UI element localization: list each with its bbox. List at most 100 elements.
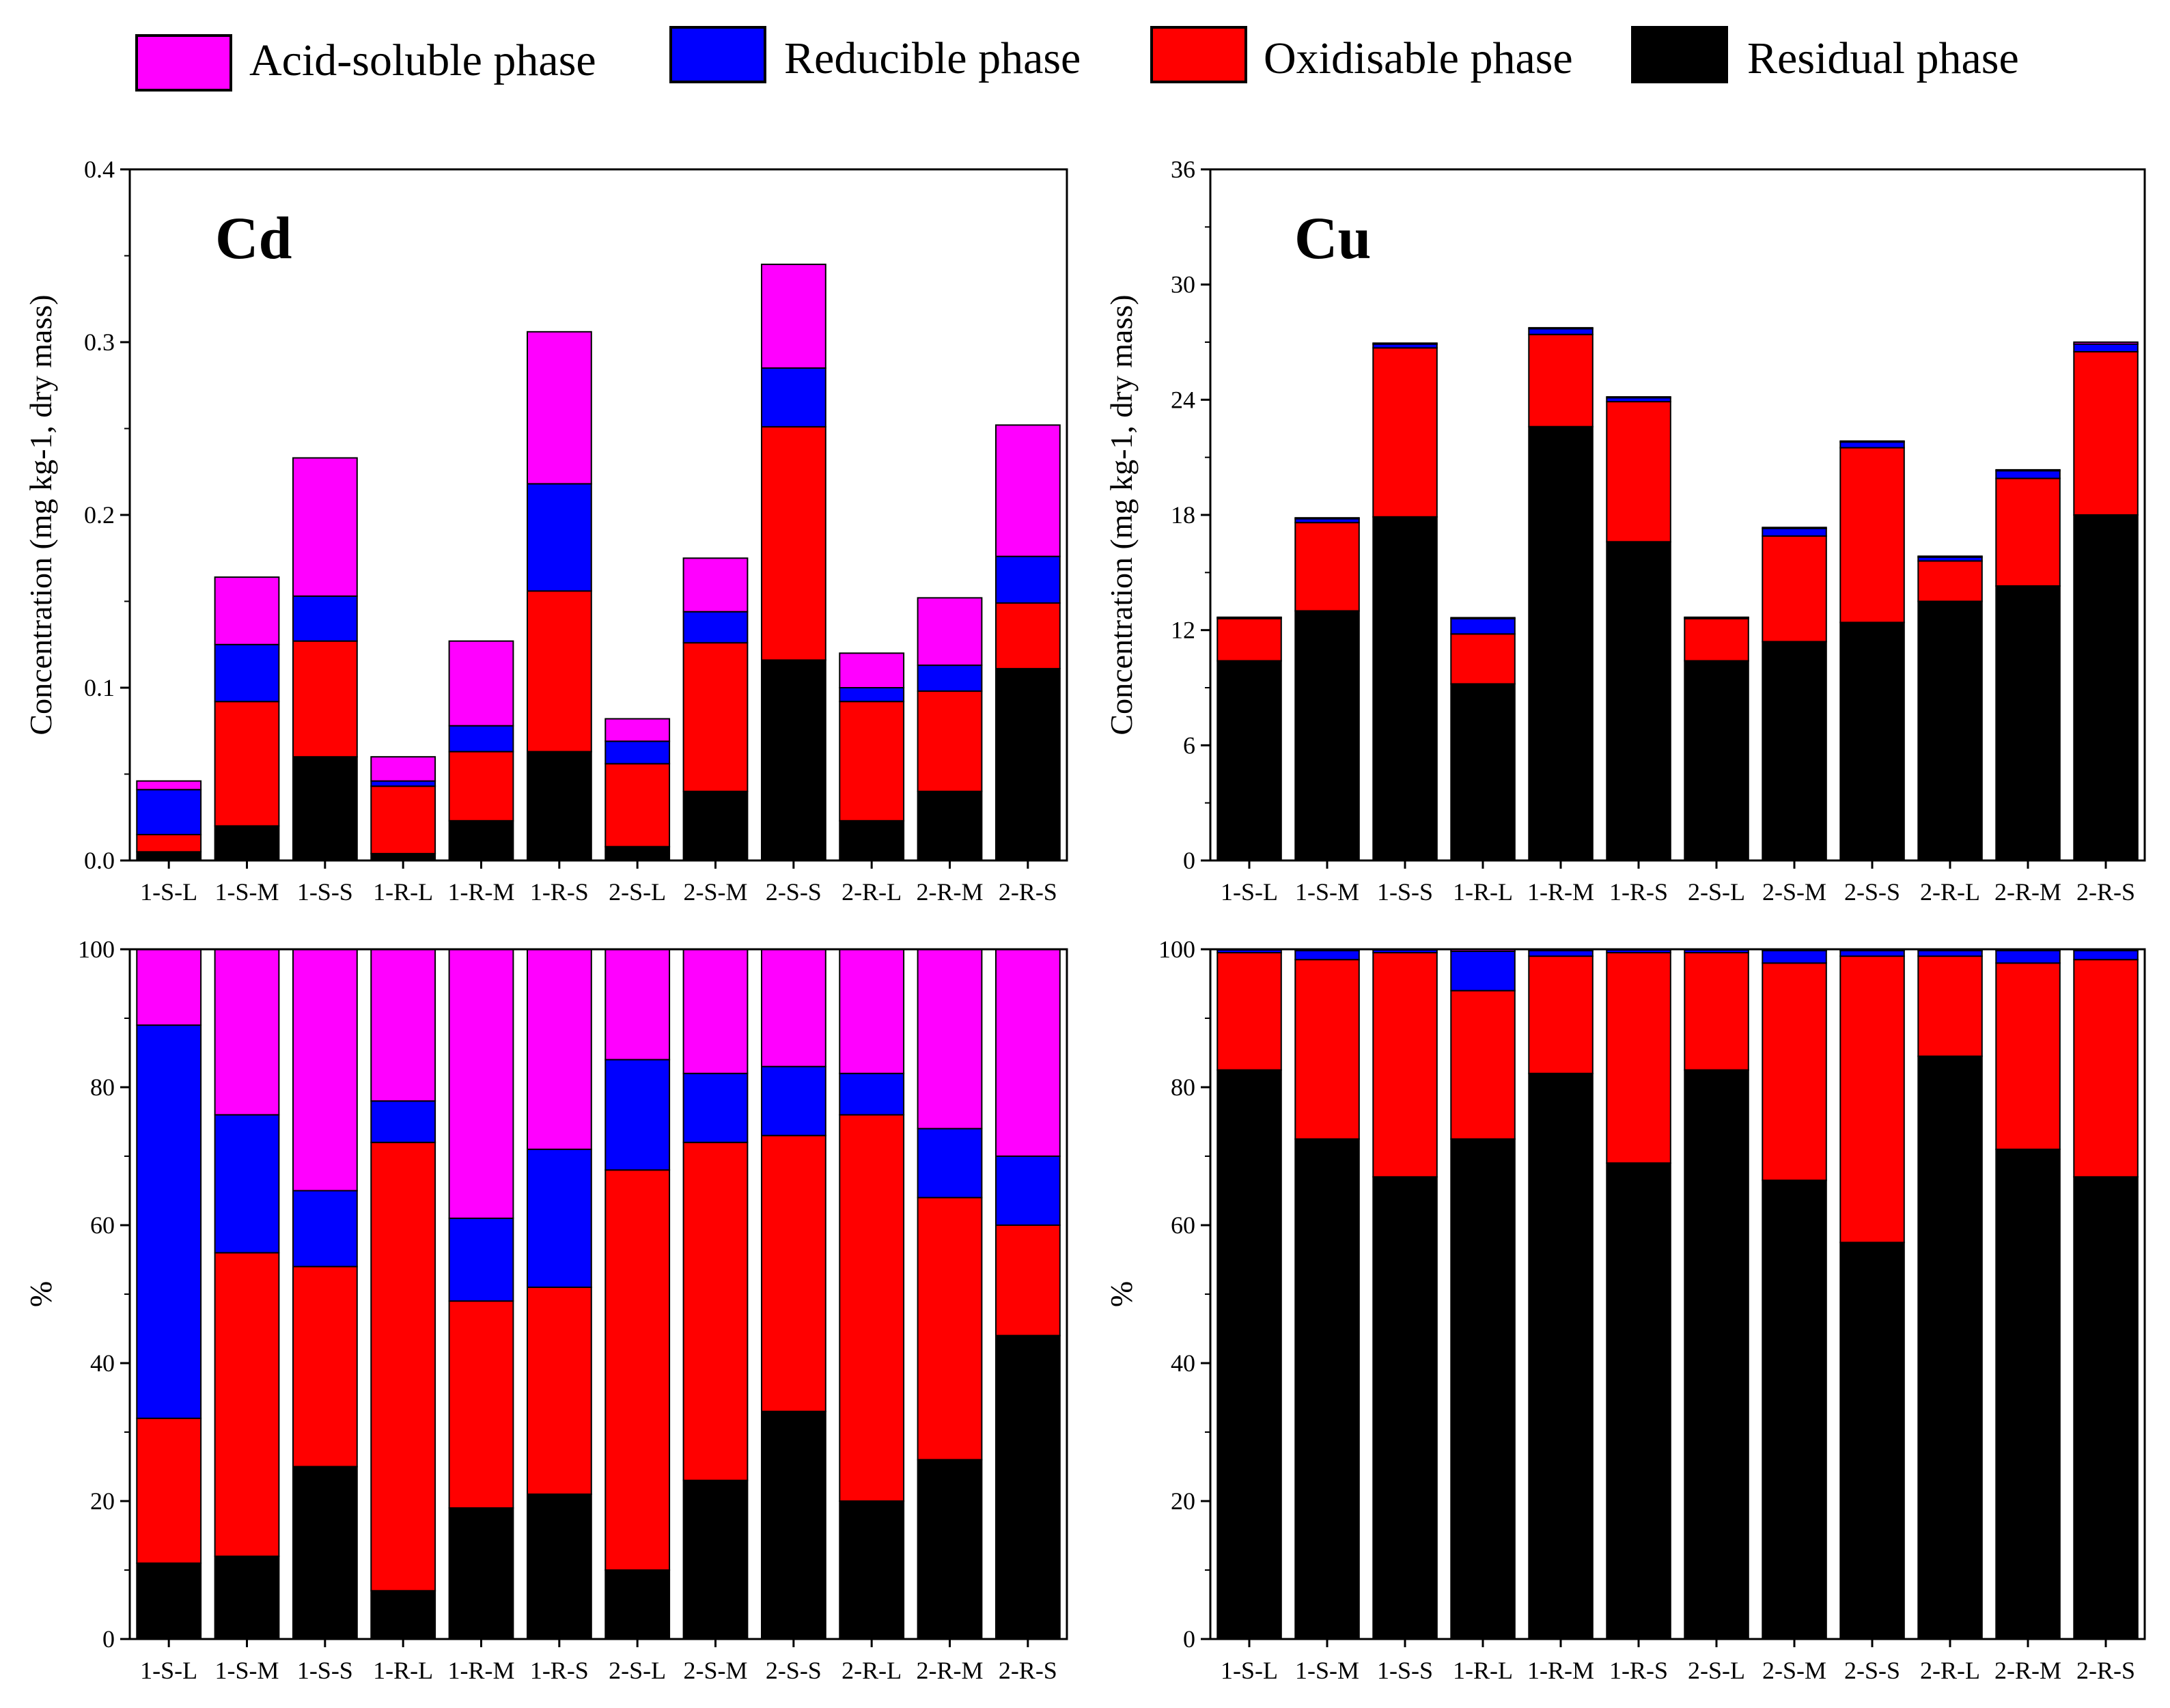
x-tick-label: 2-R-M	[917, 878, 984, 906]
bar-segment	[214, 643, 280, 703]
x-tick-label: 2-S-L	[1688, 878, 1745, 906]
x-tick-label: 2-R-L	[841, 878, 902, 906]
bar-segment	[1450, 683, 1516, 862]
x-tick-label: 1-R-S	[1609, 878, 1668, 906]
bar-segment	[136, 851, 202, 862]
y-tick-label: 0	[1183, 1625, 1195, 1653]
x-tick-label: 1-S-M	[1295, 1657, 1359, 1684]
bar-segment	[1839, 447, 1905, 624]
x-tick-label: 1-R-M	[1527, 1657, 1594, 1684]
bar-segment	[1995, 585, 2061, 861]
bar-segment	[292, 1466, 358, 1640]
y-axis-label: Concentration (mg kg-1, dry mass)	[1104, 294, 1139, 735]
bar-segment	[1839, 440, 1905, 443]
bar-segment	[995, 424, 1061, 557]
bar-segment	[448, 1217, 514, 1302]
bar-segment	[292, 1190, 358, 1268]
bar-segment	[292, 595, 358, 642]
legend-item-oxidisable: Oxidisable phase	[1150, 26, 1573, 83]
cd-concentration-chart: Cd 0.0 0.1 0.2 0.3 0.4 1-S-L 1-S-M 1-S-S 1-R-L 1-…	[23, 156, 1068, 906]
bar-segment	[761, 426, 826, 661]
bar-segment	[1528, 328, 1594, 335]
y-tick-label: 80	[90, 1074, 115, 1101]
bar-segment	[604, 740, 671, 765]
x-tick-label: 2-R-S	[2076, 878, 2135, 906]
x-tick-label: 2-R-L	[1920, 1657, 1980, 1684]
x-tick-label: 1-R-L	[373, 1657, 433, 1684]
bar-segment	[682, 1479, 749, 1640]
y-tick-label: 0.1	[84, 674, 115, 701]
x-tick-label: 2-R-M	[1994, 878, 2061, 906]
bar-segment	[1917, 950, 1983, 957]
x-tick-label: 2-R-S	[999, 878, 1057, 906]
y-tick-label: 0.2	[84, 501, 115, 529]
bar-segment	[448, 820, 514, 862]
legend-label-acid: Acid-soluble phase	[249, 36, 596, 85]
bar-segment	[448, 1300, 514, 1509]
x-tick-label: 2-S-L	[609, 878, 666, 906]
x-tick-label: 2-S-M	[683, 1657, 747, 1684]
y-tick-label: 0.0	[84, 847, 115, 874]
bar-segment	[761, 367, 826, 428]
y-axis-label: %	[1104, 1281, 1139, 1307]
bar-segment	[917, 597, 983, 667]
x-tick-label: 1-S-L	[140, 1657, 197, 1684]
bar-segment	[1917, 560, 1983, 602]
x-tick-label: 1-S-L	[1221, 1657, 1278, 1684]
y-tick-label: 24	[1171, 386, 1195, 413]
y-tick-label: 12	[1171, 617, 1195, 644]
bar-segment	[995, 668, 1061, 861]
bar-segment	[1995, 477, 2061, 587]
bar-segment	[527, 590, 592, 753]
bar-segment	[995, 1224, 1061, 1336]
bar-segment	[370, 785, 436, 854]
bar-segment	[448, 949, 514, 1219]
bar-segment	[917, 664, 983, 692]
bar-segment	[1684, 616, 1749, 619]
x-tick-label: 1-R-M	[448, 878, 515, 906]
x-tick-label: 1-R-M	[448, 1657, 515, 1684]
x-tick-label: 2-S-S	[766, 1657, 822, 1684]
bar-segment	[604, 949, 671, 1061]
bar-segment	[448, 751, 514, 822]
bar-segment	[136, 834, 202, 853]
y-tick-label: 0.4	[84, 156, 115, 183]
bar-segment	[527, 949, 592, 1150]
y-tick-label: 80	[1171, 1074, 1195, 1101]
bar-segment	[1762, 641, 1827, 861]
x-tick-label: 2-S-S	[1844, 1657, 1900, 1684]
bar-segment	[1995, 470, 2061, 479]
bar-segment	[1450, 951, 1516, 992]
bar-segment	[370, 1141, 436, 1592]
x-tick-label: 1-S-M	[1295, 878, 1359, 906]
bar-segment	[2073, 950, 2139, 961]
bar-segment	[1762, 1179, 1827, 1640]
x-tick-label: 1-S-S	[297, 1657, 353, 1684]
x-tick-label: 2-R-L	[841, 1657, 902, 1684]
y-tick-label: 6	[1183, 731, 1195, 759]
bar-segment	[292, 457, 358, 597]
x-tick-label: 1-S-M	[214, 1657, 279, 1684]
bar-segment	[917, 690, 983, 792]
x-tick-label: 1-R-S	[1609, 1657, 1668, 1684]
bar-segment	[682, 611, 749, 644]
bar-segment	[1839, 1242, 1905, 1640]
bar-segment	[995, 1156, 1061, 1226]
bar-segment	[370, 949, 436, 1102]
cu-percentage-chart: 0 20 40 60 80 100 1-S-L 1-S-M 1-S-S 1-R-L 1-R-M 1-R…	[1104, 936, 2146, 1684]
x-tick-label: 2-R-M	[1994, 1657, 2061, 1684]
bar-segment	[1839, 621, 1905, 862]
bar-segment	[682, 1072, 749, 1143]
y-tick-label: 40	[90, 1349, 115, 1377]
bar-segment	[995, 602, 1061, 670]
bar-segment	[1216, 617, 1282, 662]
bar-segment	[917, 790, 983, 862]
bar-segment	[1762, 527, 1827, 529]
bar-segment	[604, 718, 671, 742]
bar-segment	[1216, 952, 1282, 1071]
bar-segment	[292, 1265, 358, 1468]
x-tick-label: 1-S-L	[1221, 878, 1278, 906]
bar-segment	[2073, 959, 2139, 1178]
bar-segment	[527, 1286, 592, 1495]
bar-segment	[1372, 952, 1438, 1178]
